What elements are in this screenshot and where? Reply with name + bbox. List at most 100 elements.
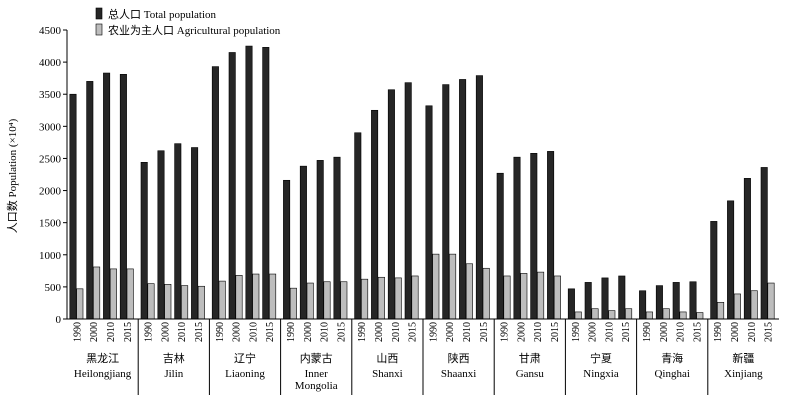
category-label-zh: 陕西: [448, 351, 470, 365]
category-label-en: Shaanxi: [441, 368, 476, 380]
bar-agricultural-population: [340, 281, 348, 320]
bar-total-population: [262, 47, 270, 320]
category-label-zh: 宁夏: [590, 351, 612, 365]
x-tick-label-year: 2000: [659, 322, 670, 342]
bar-total-population: [387, 89, 395, 320]
bar-agricultural-population: [482, 267, 490, 320]
bar-agricultural-population: [503, 275, 511, 320]
bar-agricultural-population: [432, 253, 440, 320]
bar-total-population: [672, 282, 680, 320]
bar-agricultural-population: [750, 290, 758, 320]
x-tick-label-year: 2000: [160, 322, 171, 342]
x-tick-label-year: 1990: [713, 322, 724, 342]
x-tick-label-year: 1990: [428, 322, 439, 342]
bar-agricultural-population: [147, 283, 155, 320]
bar-agricultural-population: [289, 287, 297, 320]
y-tick-label: 2000: [39, 186, 62, 198]
legend-label-agricultural: 农业为主人口 Agricultural population: [108, 23, 281, 37]
bar-agricultural-population: [520, 273, 528, 320]
category-label-en: Xinjiang: [724, 368, 763, 380]
x-tick-label-year: 2000: [232, 322, 243, 342]
y-tick-label: 1500: [39, 218, 62, 230]
x-tick-label-year: 2010: [177, 322, 188, 342]
x-tick-label-year: 2010: [320, 322, 331, 342]
bar-total-population: [760, 167, 768, 320]
legend: 总人口 Total population 农业为主人口 Agricultural…: [95, 7, 281, 37]
category-label-en: Heilongjiang: [74, 368, 132, 380]
bar-agricultural-population: [252, 273, 260, 320]
bar-agricultural-population: [93, 266, 101, 320]
bar-total-population: [354, 132, 362, 320]
bar-total-population: [333, 156, 341, 320]
category-label-zh: 青海: [661, 351, 683, 365]
legend-swatch-total: [95, 7, 103, 20]
category-label-en: Shanxi: [372, 368, 403, 380]
bar-total-population: [191, 147, 199, 320]
bar-agricultural-population: [553, 275, 561, 320]
bar-total-population: [245, 45, 253, 320]
category-label-zh: 辽宁: [234, 351, 256, 365]
bar-total-population: [496, 172, 504, 320]
legend-swatch-agricultural: [95, 23, 103, 36]
bar-total-population: [283, 179, 291, 320]
x-tick-label-year: 2010: [676, 322, 687, 342]
x-tick-label-year: 1990: [144, 322, 155, 342]
bar-agricultural-population: [109, 268, 117, 320]
bar-agricultural-population: [717, 301, 725, 320]
category-label-zh: 新疆: [732, 351, 754, 365]
x-tick-label-year: 1990: [642, 322, 653, 342]
x-tick-label-year: 1990: [286, 322, 297, 342]
bar-agricultural-population: [645, 311, 653, 320]
bar-total-population: [567, 288, 575, 320]
category-label-en: Gansu: [516, 368, 545, 380]
x-tick-label-year: 2000: [516, 322, 527, 342]
x-tick-label-year: 2015: [692, 322, 703, 342]
category-label-zh: 山西: [376, 352, 398, 365]
legend-label-total: 总人口 Total population: [108, 7, 216, 21]
x-tick-label-year: 2000: [303, 322, 314, 342]
category-label-zh: 甘肃: [519, 352, 541, 365]
category-label-zh: 吉林: [163, 351, 185, 365]
x-tick-label-year: 2015: [194, 322, 205, 342]
category-label-en: Mongolia: [295, 380, 338, 392]
bar-total-population: [211, 66, 219, 320]
x-tick-label-year: 2000: [374, 322, 385, 342]
x-tick-label-year: 2000: [588, 322, 599, 342]
category-label-en: Jilin: [164, 368, 183, 380]
x-tick-label-year: 2000: [445, 322, 456, 342]
bars: [69, 45, 775, 320]
bar-total-population: [584, 282, 592, 320]
bar-total-population: [710, 221, 718, 320]
bar-total-population: [371, 109, 379, 320]
y-tick-label: 500: [45, 282, 62, 294]
bar-total-population: [475, 75, 483, 320]
bar-agricultural-population: [591, 308, 599, 320]
bar-agricultural-population: [269, 273, 277, 320]
x-tick-label-year: 2015: [764, 322, 775, 342]
x-tick-label-year: 2000: [730, 322, 741, 342]
bar-agricultural-population: [377, 276, 385, 320]
bar-agricultural-population: [537, 271, 545, 320]
bar-agricultural-population: [696, 312, 704, 320]
bar-total-population: [140, 162, 148, 320]
bar-total-population: [316, 160, 324, 320]
bar-agricultural-population: [126, 268, 134, 320]
bar-total-population: [727, 200, 735, 320]
bar-total-population: [639, 290, 647, 320]
x-tick-label-year: 1990: [215, 322, 226, 342]
category-label-zh: 内蒙古: [300, 351, 333, 365]
category-label-en: Liaoning: [225, 368, 265, 380]
bar-agricultural-population: [574, 311, 582, 320]
category-label-en: Inner: [305, 368, 329, 380]
x-tick-label-year: 2015: [265, 322, 276, 342]
y-tick-label: 3500: [39, 89, 62, 101]
y-tick-label: 4500: [39, 25, 62, 37]
x-tick-label-year: 2015: [479, 322, 490, 342]
bar-total-population: [157, 150, 165, 320]
x-tick-label-year: 2010: [533, 322, 544, 342]
bar-total-population: [69, 93, 77, 320]
x-tick-label-year: 2000: [89, 322, 100, 342]
bar-total-population: [119, 74, 127, 320]
bar-agricultural-population: [449, 253, 457, 320]
